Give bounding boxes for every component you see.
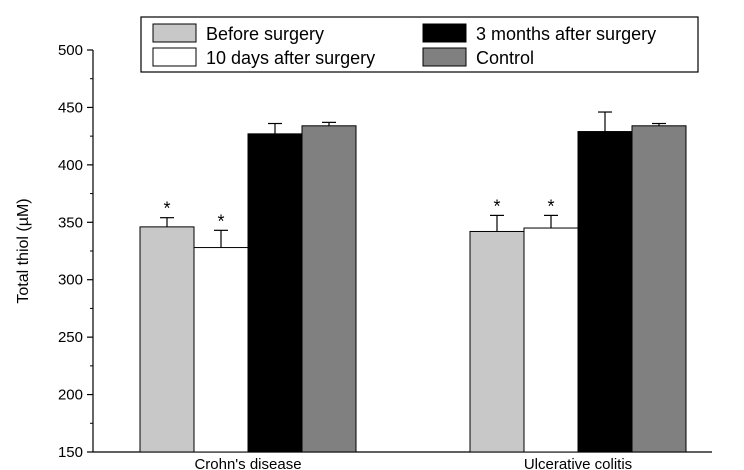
y-tick-label: 300: [58, 272, 83, 289]
labels: 150 200 250 300 350 400 450 500 Total thiol (µM)…: [15, 42, 632, 470]
bar-crohns-series-3: [301, 125, 357, 453]
legend-box: [140, 16, 699, 73]
bar-colitis-series-0: [469, 230, 525, 453]
legend-swatch: [422, 23, 467, 43]
significance-marker: *: [163, 199, 170, 219]
bars: [139, 111, 687, 453]
significance-marker: *: [217, 211, 224, 231]
y-tick-label: 150: [58, 444, 83, 461]
x-category-label: Crohn's disease: [194, 456, 301, 470]
legend-entry-label: Control: [476, 48, 534, 68]
bar-colitis-series-1: [523, 227, 579, 453]
legend-swatch: [152, 23, 197, 43]
legend-entry-label: 10 days after surgery: [206, 48, 375, 68]
y-axis-label: Total thiol (µM): [15, 198, 32, 303]
legend-swatch: [152, 47, 197, 67]
y-tick-label: 450: [58, 99, 83, 116]
y-tick-label: 500: [58, 42, 83, 59]
legend: Before surgery 10 days after surgery 3 mon…: [140, 16, 699, 73]
bar-crohns-series-2: [247, 133, 303, 453]
y-tick-label: 400: [58, 157, 83, 174]
bar-colitis-series-2: [577, 131, 633, 453]
y-tick-label: 250: [58, 329, 83, 346]
bar-crohns-series-1: [193, 247, 249, 453]
significance-marker: *: [493, 196, 500, 216]
significance-marker: *: [547, 196, 554, 216]
bar-crohns-series-0: [139, 226, 195, 453]
y-tick-label: 350: [58, 214, 83, 231]
legend-entry-label: 3 months after surgery: [476, 24, 656, 44]
bar-colitis-series-3: [631, 125, 687, 453]
legend-entry-label: Before surgery: [206, 24, 324, 44]
x-category-label: Ulcerative colitis: [524, 456, 632, 470]
legend-swatch: [422, 47, 467, 67]
y-tick-label: 200: [58, 387, 83, 404]
